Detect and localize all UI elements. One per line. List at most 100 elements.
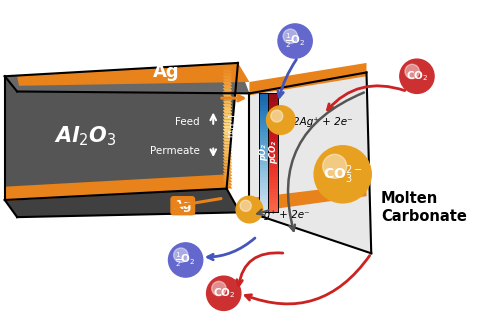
Polygon shape <box>259 93 268 96</box>
Circle shape <box>314 146 371 203</box>
Polygon shape <box>268 204 278 206</box>
Text: Permeate: Permeate <box>150 145 200 155</box>
Polygon shape <box>268 114 278 117</box>
Polygon shape <box>259 141 268 144</box>
Polygon shape <box>223 160 232 163</box>
Polygon shape <box>223 94 232 98</box>
Polygon shape <box>259 153 268 156</box>
Polygon shape <box>223 82 232 85</box>
Polygon shape <box>268 195 278 197</box>
Polygon shape <box>259 171 268 174</box>
Polygon shape <box>223 104 232 107</box>
Polygon shape <box>268 180 278 183</box>
Polygon shape <box>5 174 228 201</box>
Polygon shape <box>268 197 278 201</box>
Polygon shape <box>259 168 268 171</box>
Polygon shape <box>223 129 232 132</box>
Polygon shape <box>259 150 268 153</box>
Polygon shape <box>268 126 278 129</box>
Polygon shape <box>259 126 268 129</box>
Polygon shape <box>5 63 238 200</box>
Polygon shape <box>223 66 232 69</box>
Polygon shape <box>268 192 278 195</box>
Polygon shape <box>268 123 278 126</box>
Polygon shape <box>268 129 278 132</box>
Polygon shape <box>268 120 278 123</box>
Polygon shape <box>259 201 268 204</box>
Polygon shape <box>223 110 232 113</box>
Polygon shape <box>223 135 232 138</box>
Text: CO$_3^{2-}$: CO$_3^{2-}$ <box>323 163 362 186</box>
Polygon shape <box>259 114 268 117</box>
Polygon shape <box>268 183 278 186</box>
Polygon shape <box>268 168 278 171</box>
Polygon shape <box>259 174 268 177</box>
Polygon shape <box>259 138 268 141</box>
Polygon shape <box>223 85 232 88</box>
Text: $\frac{1}{2}$O$_2$: $\frac{1}{2}$O$_2$ <box>175 251 196 269</box>
Circle shape <box>212 281 226 296</box>
Polygon shape <box>268 162 278 165</box>
Text: $\frac{1}{2}$O$_2$: $\frac{1}{2}$O$_2$ <box>285 32 305 50</box>
Polygon shape <box>259 132 268 135</box>
Polygon shape <box>223 116 232 119</box>
Circle shape <box>174 248 188 262</box>
Polygon shape <box>5 63 250 93</box>
Polygon shape <box>259 105 268 108</box>
Polygon shape <box>268 132 278 135</box>
Polygon shape <box>268 171 278 174</box>
Polygon shape <box>5 188 240 217</box>
Circle shape <box>278 24 312 58</box>
Polygon shape <box>259 206 268 209</box>
Polygon shape <box>268 201 278 204</box>
Text: CO$_2$: CO$_2$ <box>406 69 428 83</box>
Text: Al$_2$O$_3$: Al$_2$O$_3$ <box>54 125 117 148</box>
Polygon shape <box>268 93 278 96</box>
Polygon shape <box>250 63 367 95</box>
Polygon shape <box>268 96 278 99</box>
Circle shape <box>283 29 298 43</box>
Polygon shape <box>223 176 232 179</box>
Polygon shape <box>223 123 232 126</box>
Polygon shape <box>259 96 268 99</box>
Circle shape <box>405 64 420 79</box>
Polygon shape <box>268 177 278 180</box>
Polygon shape <box>268 165 278 168</box>
Polygon shape <box>268 147 278 150</box>
Polygon shape <box>223 69 232 72</box>
Polygon shape <box>223 157 232 160</box>
Text: Molten
Carbonate: Molten Carbonate <box>381 191 467 224</box>
Polygon shape <box>223 144 232 148</box>
Circle shape <box>168 243 203 277</box>
Polygon shape <box>223 119 232 123</box>
Polygon shape <box>268 186 278 188</box>
Polygon shape <box>223 179 232 182</box>
Polygon shape <box>268 105 278 108</box>
Circle shape <box>266 106 295 134</box>
Polygon shape <box>223 72 232 75</box>
Polygon shape <box>259 195 268 197</box>
Polygon shape <box>259 162 268 165</box>
Polygon shape <box>259 135 268 138</box>
Circle shape <box>271 110 283 122</box>
Polygon shape <box>259 156 268 159</box>
Polygon shape <box>223 186 232 188</box>
Polygon shape <box>259 123 268 126</box>
Polygon shape <box>223 163 232 167</box>
Polygon shape <box>268 206 278 209</box>
Polygon shape <box>259 111 268 114</box>
Polygon shape <box>268 174 278 177</box>
Polygon shape <box>259 159 268 162</box>
Polygon shape <box>268 138 278 141</box>
Circle shape <box>240 200 251 212</box>
Text: [Ag⁺]: [Ag⁺] <box>228 113 237 137</box>
Text: CO$_2$: CO$_2$ <box>213 286 235 300</box>
Polygon shape <box>259 102 268 105</box>
Polygon shape <box>268 117 278 120</box>
Polygon shape <box>259 197 268 201</box>
Polygon shape <box>17 63 250 86</box>
Circle shape <box>400 59 434 93</box>
Polygon shape <box>223 151 232 154</box>
Polygon shape <box>223 142 232 144</box>
Text: Ag: Ag <box>153 64 180 82</box>
